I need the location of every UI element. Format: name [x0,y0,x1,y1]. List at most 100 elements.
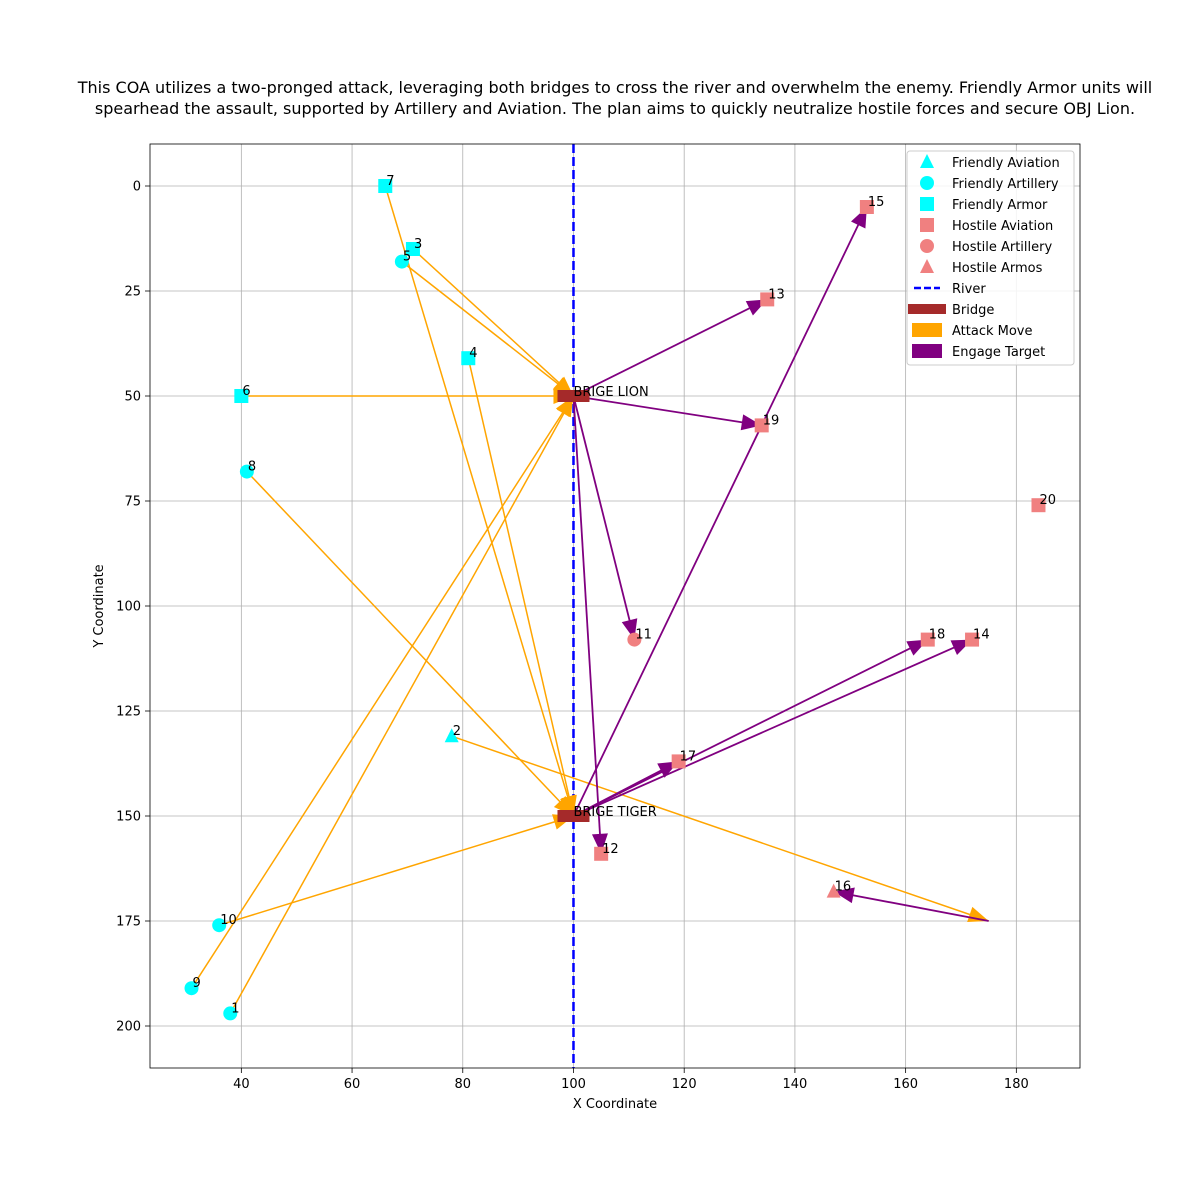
friendly-artillery-marker [184,981,199,996]
x-tick-label: 180 [1004,1077,1029,1092]
x-tick-label: 80 [454,1077,471,1092]
legend-swatch [920,176,934,190]
engage-move-arrow [572,206,868,817]
legend-label: Friendly Armor [952,198,1048,213]
unit-id-label: 4 [469,346,477,361]
unit-id-label: 3 [414,237,422,252]
unit-id-label: 18 [929,628,946,643]
unit-id-label: 12 [602,842,619,857]
hostile-artillery-marker [627,632,642,647]
y-tick-label: 125 [116,705,141,720]
legend-box [906,150,1075,366]
hostile-aviation-marker [760,292,775,307]
legend-label: Hostile Artillery [952,240,1052,255]
x-tick-label: 60 [344,1077,361,1092]
unit-id-label: 13 [768,287,785,302]
attack-move-arrow [218,815,574,926]
unit-id-label: 1 [231,1001,239,1016]
y-tick-label: 200 [116,1020,141,1035]
axes: 40 60 80 100 120 140 160 1800255075100125150175… [92,143,1081,1112]
unit-id-label: 11 [635,628,652,643]
bridges: BRIGE LION BRIGE TIGER [557,385,657,822]
friendly-armor-marker [378,179,393,193]
friendly-armor-marker [461,351,476,366]
engage-move-arrow [573,638,929,817]
unit-id-label: 2 [453,724,461,739]
legend-swatch [912,323,942,337]
attack-move-arrow [246,471,575,817]
legend-label: River [952,282,986,297]
y-tick-label: 100 [116,600,141,615]
attack-move-arrow [451,735,989,922]
friendly-artillery-marker [394,254,409,269]
engage-move-arrow [833,890,989,922]
unit-id-label: 9 [193,976,201,991]
engage-moves [572,206,989,922]
legend-label: Hostile Armos [952,261,1043,276]
x-axis-label: X Coordinate [573,1097,657,1112]
engage-move-arrow [573,638,973,817]
legend-label: Bridge [952,303,994,318]
unit-id-label: 17 [680,749,697,764]
chart-title: This COA utilizes a two-pronged attack, … [77,78,1153,118]
unit-id-label: 15 [868,195,885,210]
unit-id-label: 14 [973,628,990,643]
y-tick-label: 25 [124,285,141,300]
y-tick-label: 0 [133,180,141,195]
legend-label: Friendly Aviation [952,156,1060,171]
engage-move-arrow [573,298,768,397]
y-tick-label: 75 [124,495,141,510]
friendly-armor-marker [405,242,420,256]
unit-id-label: 19 [763,413,780,428]
legend-label: Friendly Artillery [952,177,1059,192]
engage-arrow-head [591,833,608,854]
x-tick-label: 100 [561,1077,586,1092]
legend-swatch [920,218,934,232]
y-axis-label: Y Coordinate [92,564,107,648]
friendly-artillery-marker [212,918,227,933]
hostile-aviation-marker [594,846,609,861]
legend-swatch [920,259,934,273]
legend: Friendly Aviation Friendly Artillery Frien… [906,150,1075,366]
unit-id-label: 7 [386,174,394,189]
legend-swatch [920,239,934,253]
unit-id-label: 20 [1039,493,1056,508]
unit-id-label: 6 [242,384,250,399]
friendly-aviation-marker [444,728,459,743]
legend-swatch [908,304,946,314]
hostile-aviation-marker [1031,498,1046,513]
bridge-label: BRIGE LION [573,385,648,400]
engage-arrow-head [833,887,855,904]
friendly-artillery-marker [239,464,254,479]
attack-move-arrow [384,185,575,817]
attack-move-arrow [401,261,574,397]
attack-move-arrow [229,395,575,1014]
legend-swatch [920,197,934,211]
legend-label: Hostile Aviation [952,219,1053,234]
bridge-marker [557,810,590,822]
attack-move-arrow [467,358,575,817]
engage-move-arrow [572,395,603,854]
bridge-marker [557,390,590,402]
x-tick-label: 120 [672,1077,697,1092]
hostile-aviation-marker [754,418,769,433]
hostile-aviation-marker [920,632,935,647]
engage-move-arrow [572,395,636,640]
plot-frame [149,143,1081,1069]
legend-swatch [912,344,942,358]
bridge-label: BRIGE TIGER [573,805,656,820]
hostile-aviation-marker [965,632,980,647]
engage-move-arrow [573,395,762,427]
hostile-aviation-marker [671,754,686,769]
legend-label: Engage Target [952,345,1045,360]
unit-id-label: 5 [403,250,411,265]
friendly-armor-marker [234,389,249,403]
x-tick-label: 160 [893,1077,918,1092]
attack-move-arrow [412,248,574,397]
legend-label: Attack Move [952,324,1033,339]
legend-swatch [920,154,934,168]
unit-id-label: 8 [248,460,256,475]
x-tick-label: 140 [782,1077,807,1092]
